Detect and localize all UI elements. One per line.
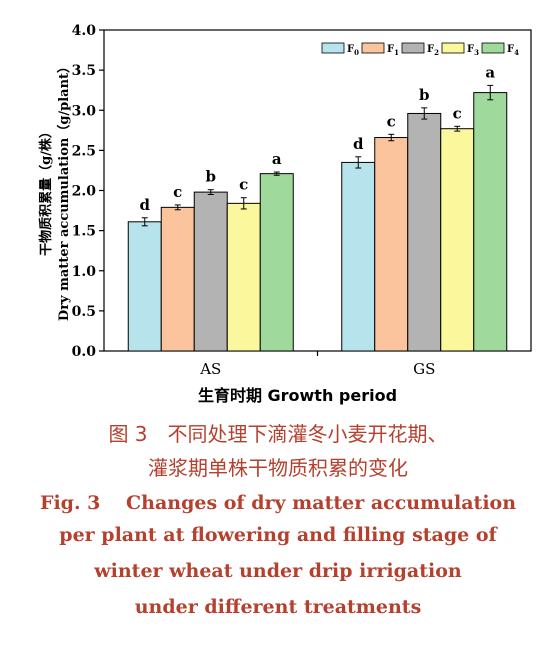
legend-label: F3 (467, 44, 479, 57)
significance-label: b (206, 168, 217, 186)
bar (374, 137, 409, 352)
legend-swatch (361, 42, 385, 54)
bar (193, 191, 228, 352)
figure-chart: 0.0 0.5 1.0 1.5 2.0 2.5 3.0 3.5 4.0 AS GS d c b c a d c b c… (38, 23, 532, 405)
bar (341, 161, 376, 352)
y-tick-label: 3.5 (72, 63, 96, 79)
y-tick-label: 0.5 (72, 304, 96, 320)
caption-en-line-4: under different treatments (134, 596, 422, 618)
x-axis-label: 生育时期 Growth period (198, 386, 397, 405)
y-tick-label: 4.0 (72, 23, 97, 39)
legend-swatch (401, 42, 425, 54)
x-tick-label: GS (413, 360, 435, 378)
significance-label: c (453, 104, 462, 122)
bar (440, 128, 475, 352)
bar (160, 206, 195, 352)
caption-en-line-2: per plant at flowering and filling stage… (59, 524, 497, 546)
significance-label: d (353, 135, 364, 153)
significance-label: b (419, 86, 430, 104)
x-tick-label: AS (199, 360, 221, 378)
bar (473, 92, 508, 352)
bar (259, 173, 294, 352)
legend-label: F1 (387, 44, 399, 57)
legend-label: F2 (427, 44, 439, 57)
bar (407, 112, 442, 352)
caption-cn-line-1: 图 3 不同处理下滴灌冬小麦开花期、 (108, 422, 448, 446)
y-tick-label: 0.0 (72, 344, 97, 360)
caption-en-line-3: winter wheat under drip irrigation (94, 560, 462, 582)
y-tick-label: 2.5 (72, 143, 96, 159)
y-tick-label: 1.5 (72, 224, 96, 240)
legend-swatch (481, 42, 505, 54)
y-axis-label: 干物质积累量（g/株） Dry matter accumulation（g/pla… (38, 60, 72, 321)
legend-label: F0 (347, 44, 359, 57)
legend-label: F4 (507, 44, 519, 57)
legend-swatch (321, 42, 345, 54)
y-tick-label: 3.0 (72, 103, 97, 119)
significance-label: d (140, 196, 151, 214)
significance-label: c (239, 176, 248, 194)
bar (127, 221, 162, 352)
significance-label: c (387, 112, 396, 130)
significance-label: a (272, 150, 282, 168)
y-tick-label: 1.0 (72, 264, 97, 280)
significance-label: c (173, 183, 182, 201)
significance-label: a (485, 63, 495, 81)
caption-en-line-1: Fig. 3 Changes of dry matter accumulatio… (39, 492, 517, 514)
bar (226, 202, 261, 352)
y-tick-label: 2.0 (72, 184, 97, 200)
caption-cn-line-2: 灌浆期单株干物质积累的变化 (148, 456, 408, 480)
bar-chart: 0.0 0.5 1.0 1.5 2.0 2.5 3.0 3.5 4.0 AS GS d c b c a d c b c… (38, 23, 532, 405)
legend-swatch (441, 42, 465, 54)
